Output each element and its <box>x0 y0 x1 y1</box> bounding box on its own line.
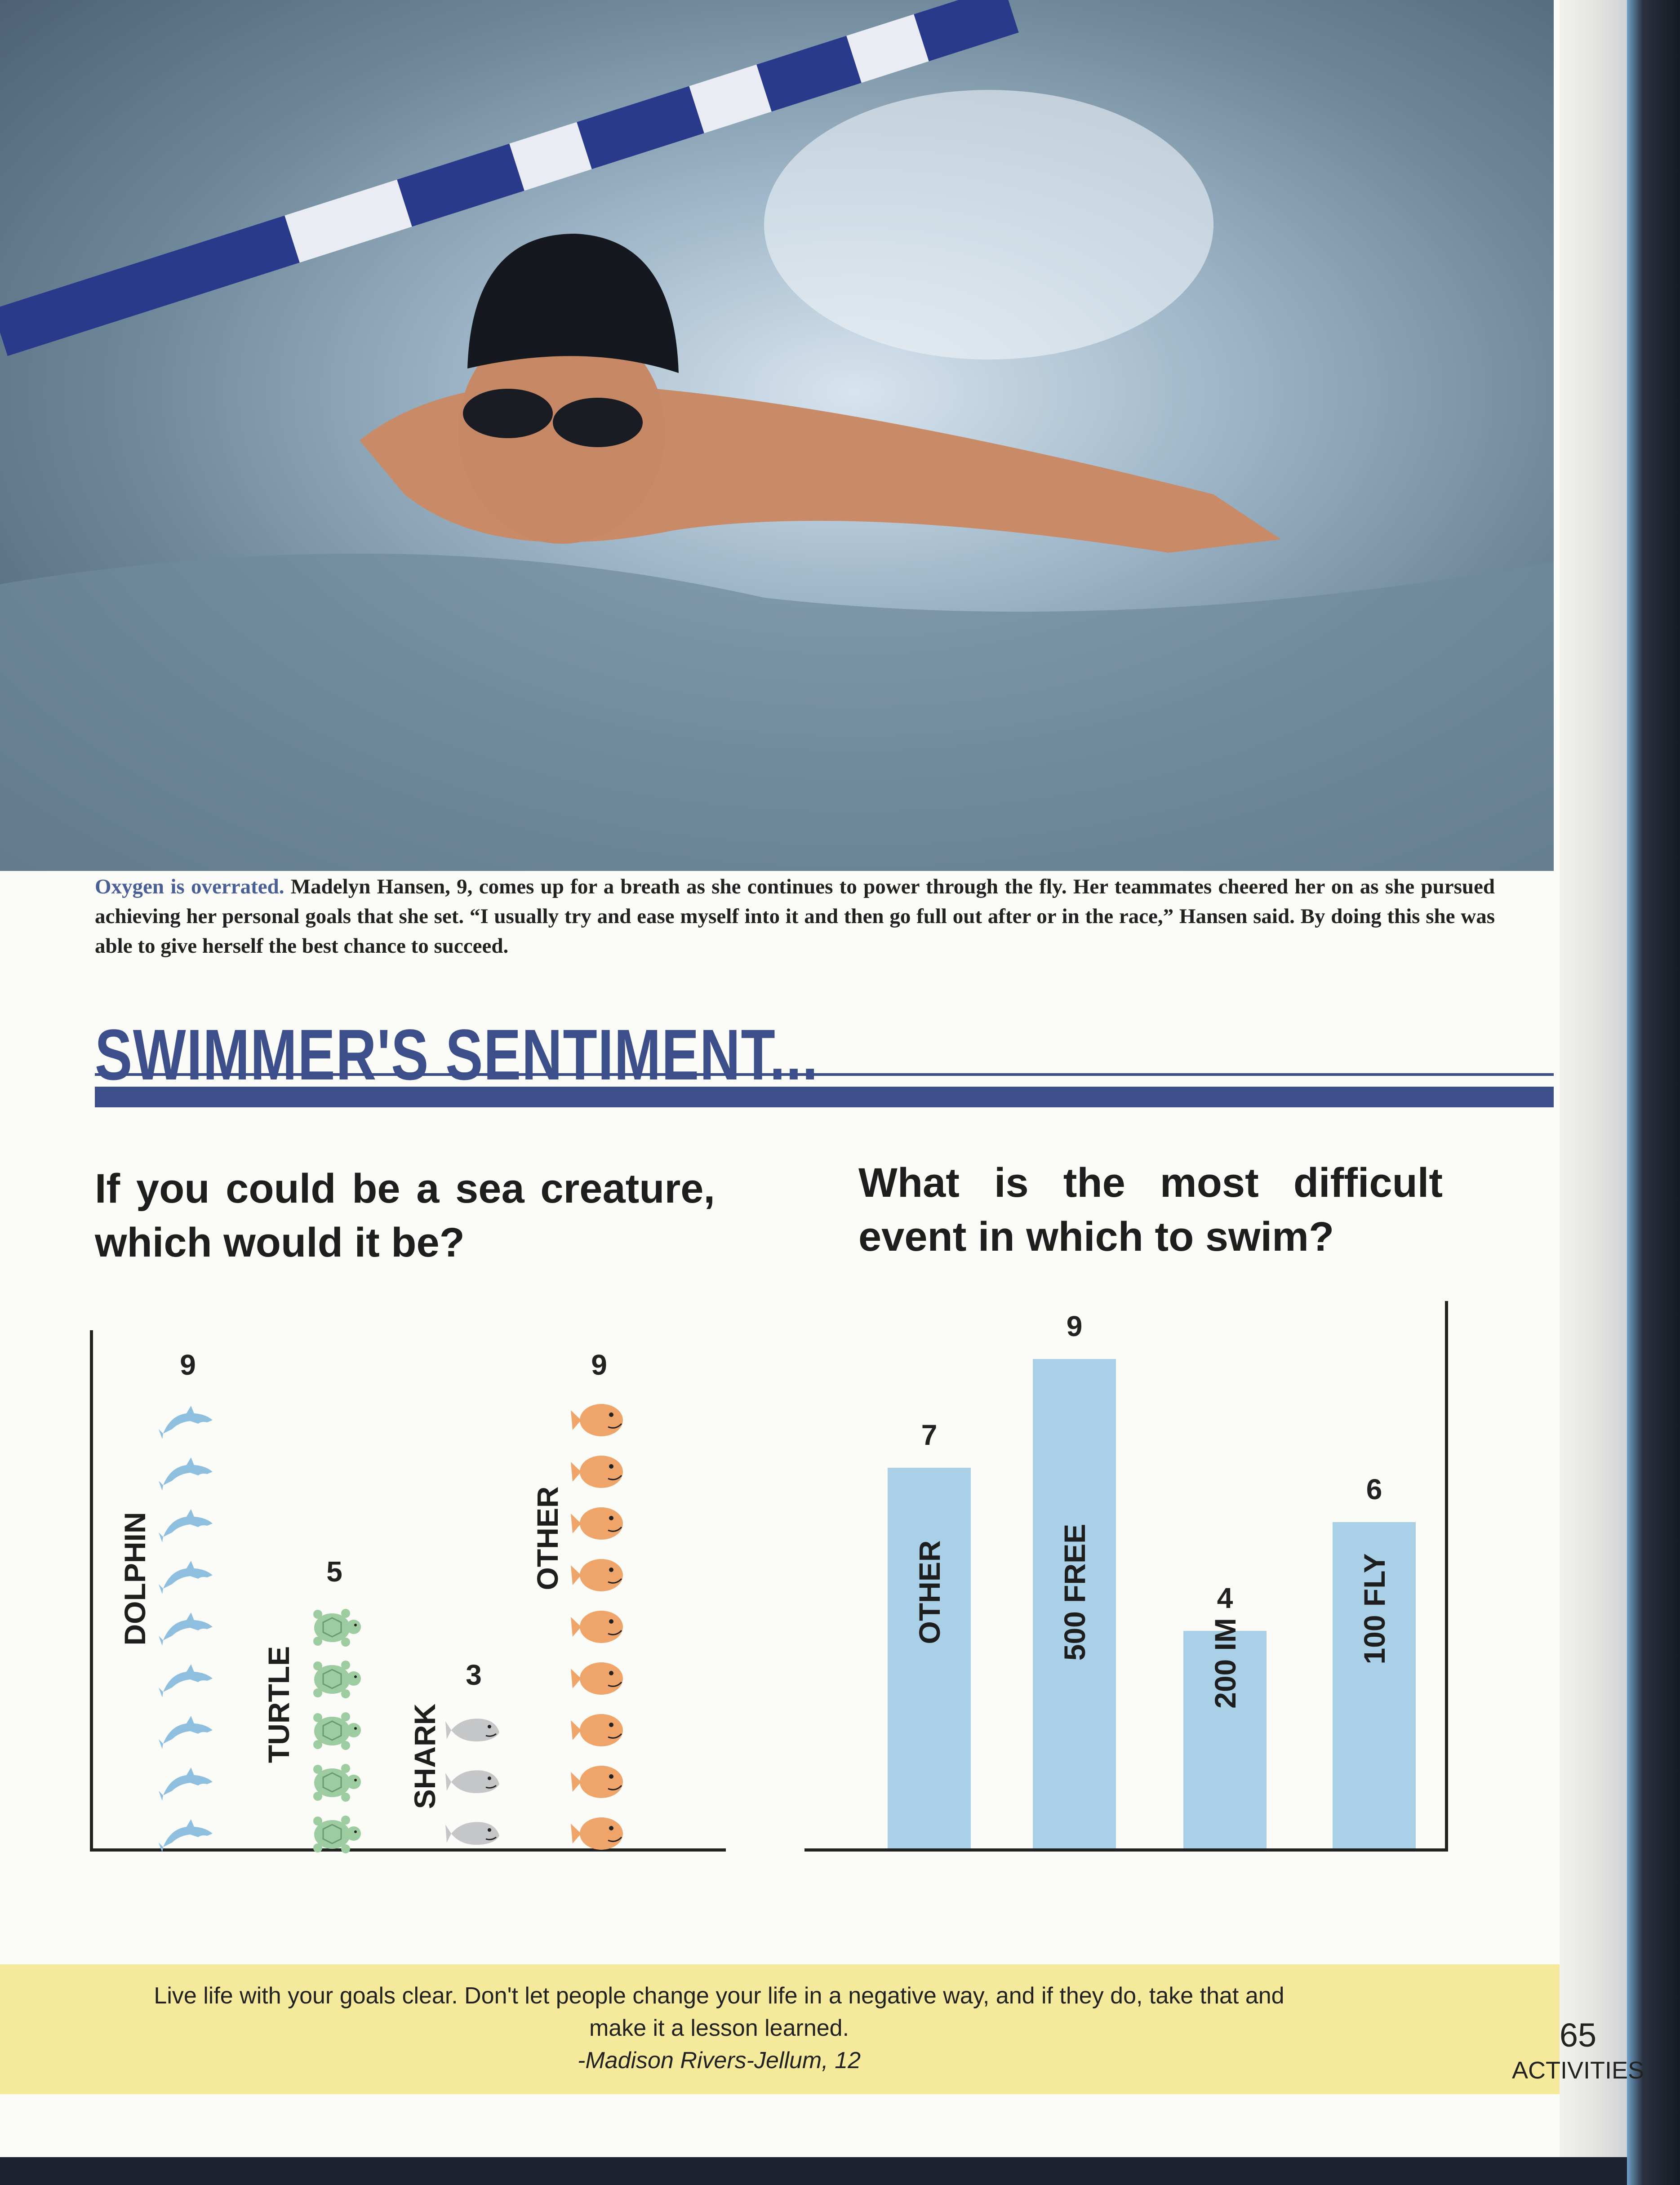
left-chart-x-axis <box>90 1848 726 1852</box>
lane-rope <box>0 0 1019 356</box>
book-spine <box>1627 0 1680 2185</box>
turtle-icon <box>305 1759 364 1804</box>
title-rule <box>95 1073 1554 1076</box>
left-chart-category-label: OTHER <box>531 1486 564 1590</box>
dolphin-icon <box>159 1553 217 1598</box>
dolphin-icon <box>159 1501 217 1546</box>
dolphin-icon <box>159 1759 217 1804</box>
section-name: ACTIVITIES <box>1511 2057 1644 2084</box>
turtle-icon <box>305 1811 364 1856</box>
shark-icon <box>444 1708 503 1753</box>
left-chart-question: If you could be a sea creature, which wo… <box>95 1166 715 1266</box>
right-chart-value-label: 4 <box>1217 1582 1233 1614</box>
left-chart-value-label: 5 <box>326 1555 342 1588</box>
photo-illustration <box>0 0 1554 871</box>
swim-cap <box>467 234 679 373</box>
right-chart-category-label: OTHER <box>912 1540 946 1644</box>
page-folio: 65 ACTIVITIES <box>1512 2018 1644 2088</box>
right-chart-y-axis <box>1445 1301 1448 1852</box>
fish-icon <box>570 1501 628 1546</box>
turtle-icon <box>305 1604 364 1649</box>
title-band <box>95 1087 1554 1107</box>
right-chart-category-label: 200 IM <box>1208 1618 1242 1709</box>
left-chart-value-label: 9 <box>591 1349 607 1381</box>
fish-icon <box>570 1708 628 1753</box>
turtle-icon <box>305 1656 364 1701</box>
goggles <box>463 389 553 438</box>
right-chart-value-label: 9 <box>1066 1310 1083 1342</box>
dolphin-icon <box>159 1811 217 1856</box>
quote-line-2: make it a lesson learned. <box>589 2015 849 2041</box>
left-chart-value-label: 9 <box>180 1349 196 1381</box>
dolphin-icon <box>159 1604 217 1649</box>
page-edges <box>1560 0 1627 2157</box>
fish-icon <box>570 1759 628 1804</box>
fish-icon <box>570 1656 628 1701</box>
left-chart-category-label: DOLPHIN <box>118 1512 151 1645</box>
turtle-icon <box>305 1708 364 1753</box>
caption-text: Madelyn Hansen, 9, comes up for a breath… <box>95 875 1495 958</box>
fish-icon <box>570 1553 628 1598</box>
fish-icon <box>570 1604 628 1649</box>
page-number: 65 <box>1559 2016 1597 2054</box>
quote-band <box>0 1964 1560 2094</box>
fish-icon <box>570 1449 628 1494</box>
quote-line-1: Live life with your goals clear. Don't l… <box>154 1983 1284 2009</box>
page-title: SWIMMER'S SENTIMENT... <box>95 1014 819 1095</box>
left-chart-category-label: TURTLE <box>262 1646 295 1763</box>
left-chart-value-label: 3 <box>466 1659 482 1691</box>
water <box>0 553 1554 871</box>
dolphin-icon <box>159 1708 217 1753</box>
right-chart-value-label: 7 <box>921 1419 938 1451</box>
splash <box>764 90 1213 360</box>
fish-icon <box>570 1811 628 1856</box>
right-chart-value-label: 6 <box>1366 1473 1382 1506</box>
right-chart-bar <box>1183 1631 1267 1848</box>
right-chart-bar <box>1033 1359 1116 1848</box>
caption-lead: Oxygen is overrated. <box>95 875 284 898</box>
photo-caption: Oxygen is overrated. Madelyn Hansen, 9, … <box>95 872 1495 961</box>
right-chart-category-label: 100 FLY <box>1357 1553 1391 1665</box>
dolphin-icon <box>159 1449 217 1494</box>
fish-icon <box>570 1398 628 1443</box>
shark-icon <box>444 1811 503 1856</box>
swimmer-photo <box>0 0 1554 871</box>
student-quote: Live life with your goals clear. Don't l… <box>99 1980 1339 2077</box>
left-chart-category-label: SHARK <box>408 1703 441 1809</box>
right-chart-bar <box>1333 1522 1416 1848</box>
quote-author: -Madison Rivers-Jellum, 12 <box>578 2047 861 2074</box>
right-chart-question: What is the most difficult event in whic… <box>858 1160 1443 1260</box>
left-chart-y-axis <box>90 1330 93 1852</box>
goggles-lens <box>553 398 643 447</box>
right-chart-category-label: 500 FREE <box>1058 1523 1091 1661</box>
right-chart-x-axis <box>804 1848 1448 1852</box>
shark-icon <box>444 1759 503 1804</box>
right-chart-bar <box>888 1468 971 1848</box>
dolphin-icon <box>159 1398 217 1443</box>
dolphin-icon <box>159 1656 217 1701</box>
